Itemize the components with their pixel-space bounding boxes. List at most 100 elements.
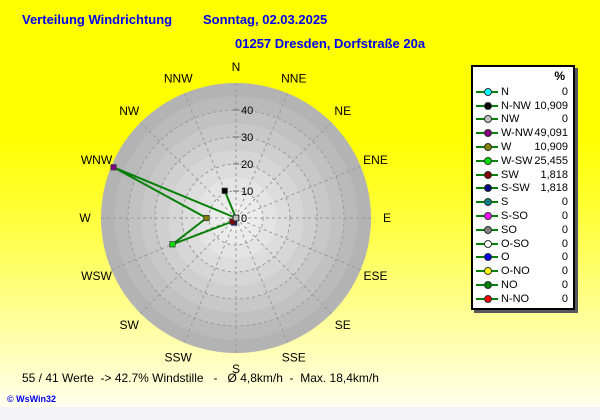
- compass-label-SSW: SSW: [165, 351, 193, 365]
- legend-marker-icon: [476, 184, 498, 193]
- compass-label-E: E: [383, 211, 391, 225]
- legend-label: S-SW: [501, 182, 530, 195]
- station-label: 01257 Dresden, Dorfstraße 20a: [235, 36, 426, 51]
- legend-label: N-NO: [501, 292, 530, 305]
- compass-label-NNE: NNE: [281, 71, 306, 85]
- legend-dot-icon: [484, 101, 492, 110]
- compass-label-NNW: NNW: [164, 71, 193, 85]
- legend-rows: N 0 N-NW 10,909 NW 0 W-NW 49,091 W 10,909 W-SW 25,4…: [473, 85, 573, 306]
- legend-dot-icon: [484, 281, 492, 290]
- legend-box: % N 0 N-NW 10,909 NW 0 W-NW 49,091 W 10,909 W-SW 25…: [471, 65, 575, 310]
- legend-value: 10,909: [534, 141, 568, 154]
- legend-label: W: [501, 141, 512, 154]
- marker-N-NW: [221, 187, 228, 194]
- spoke-gridline: [235, 217, 361, 271]
- marker-NW: [232, 214, 240, 222]
- legend-dot-icon: [484, 156, 492, 165]
- legend-value: 0: [561, 292, 568, 305]
- bottom-strip: [0, 407, 600, 420]
- radial-axis-label: 20: [241, 159, 253, 171]
- legend-header: %: [554, 69, 565, 83]
- legend-dot-icon: [484, 253, 492, 262]
- legend-marker-icon: [476, 253, 498, 262]
- legend-value: 0: [561, 223, 568, 236]
- radial-axis-label: 30: [241, 132, 253, 144]
- legend-marker-icon: [476, 281, 498, 290]
- legend-marker-icon: [476, 170, 498, 179]
- legend-value: 25,455: [534, 154, 568, 167]
- legend-label: O-SO: [501, 237, 530, 250]
- legend-marker-icon: [476, 115, 498, 124]
- ring-gridline: [127, 109, 345, 327]
- compass-label-NE: NE: [334, 104, 351, 118]
- legend-marker-icon: [476, 87, 498, 96]
- radial-axis-label: 0: [241, 213, 247, 225]
- radial-axis-label: 40: [241, 105, 253, 117]
- legend-dot-icon: [484, 225, 492, 234]
- legend-value: 0: [561, 251, 568, 264]
- legend-value: 0: [561, 237, 568, 250]
- legend-row-N-NW: N-NW 10,909: [473, 99, 573, 113]
- legend-row-S-SW: S-SW 1,818: [473, 182, 573, 196]
- compass-label-N: N: [232, 60, 241, 74]
- legend-value: 1,818: [540, 182, 568, 195]
- legend-row-N-NO: N-NO 0: [473, 292, 573, 306]
- marker-W-SW: [169, 241, 176, 248]
- legend-label: W-NW: [501, 127, 534, 140]
- ring-gridline: [154, 136, 318, 300]
- compass-label-SW: SW: [120, 318, 140, 332]
- status-line: 55 / 41 Werte -> 42.7% Windstille - Ø 4,…: [22, 371, 379, 385]
- legend-label: S: [501, 196, 509, 209]
- legend-marker-icon: [476, 156, 498, 165]
- legend-value: 0: [561, 85, 568, 98]
- compass-label-WNW: WNW: [81, 153, 113, 167]
- legend-row-NW: NW 0: [473, 113, 573, 127]
- legend-value: 49,091: [534, 127, 568, 140]
- legend-marker-icon: [476, 225, 498, 234]
- legend-value: 0: [561, 210, 568, 223]
- spoke-gridline: [140, 122, 237, 219]
- legend-dot-icon: [484, 184, 492, 193]
- legend-dot-icon: [484, 129, 492, 138]
- legend-row-W-NW: W-NW 49,091: [473, 126, 573, 140]
- compass-label-W: W: [79, 211, 91, 225]
- compass-label-SSE: SSE: [282, 351, 306, 365]
- spoke-gridline: [183, 93, 237, 219]
- spoke-gridline: [235, 93, 289, 219]
- legend-marker-icon: [476, 294, 498, 303]
- legend-label: S-SO: [501, 210, 528, 223]
- legend-dot-icon: [484, 212, 492, 221]
- legend-dot-icon: [484, 170, 492, 179]
- legend-dot-icon: [484, 87, 492, 96]
- legend-dot-icon: [484, 267, 492, 276]
- spoke-gridline: [235, 122, 332, 219]
- page-title: Verteilung Windrichtung: [22, 12, 173, 27]
- legend-dot-icon: [484, 115, 492, 124]
- compass-label-S: S: [232, 362, 240, 376]
- compass-label-SE: SE: [335, 318, 351, 332]
- spoke-gridline: [140, 217, 237, 314]
- compass-label-WSW: WSW: [81, 269, 112, 283]
- spoke-gridline: [235, 217, 332, 314]
- legend-marker-icon: [476, 267, 498, 276]
- spoke-gridline: [183, 217, 237, 343]
- legend-value: 10,909: [534, 99, 568, 112]
- legend-value: 1,818: [540, 168, 568, 181]
- legend-marker-icon: [476, 198, 498, 207]
- legend-label: SW: [501, 168, 519, 181]
- legend-marker-icon: [476, 129, 498, 138]
- legend-label: NO: [501, 279, 518, 292]
- legend-value: 0: [561, 196, 568, 209]
- legend-value: 0: [561, 265, 568, 278]
- legend-dot-icon: [484, 198, 492, 207]
- legend-label: W-SW: [501, 154, 533, 167]
- legend-label: N-NW: [501, 99, 531, 112]
- legend-dot-icon: [484, 143, 492, 152]
- spoke-gridline: [235, 165, 361, 219]
- legend-row-O-NO: O-NO 0: [473, 264, 573, 278]
- legend-marker-icon: [476, 143, 498, 152]
